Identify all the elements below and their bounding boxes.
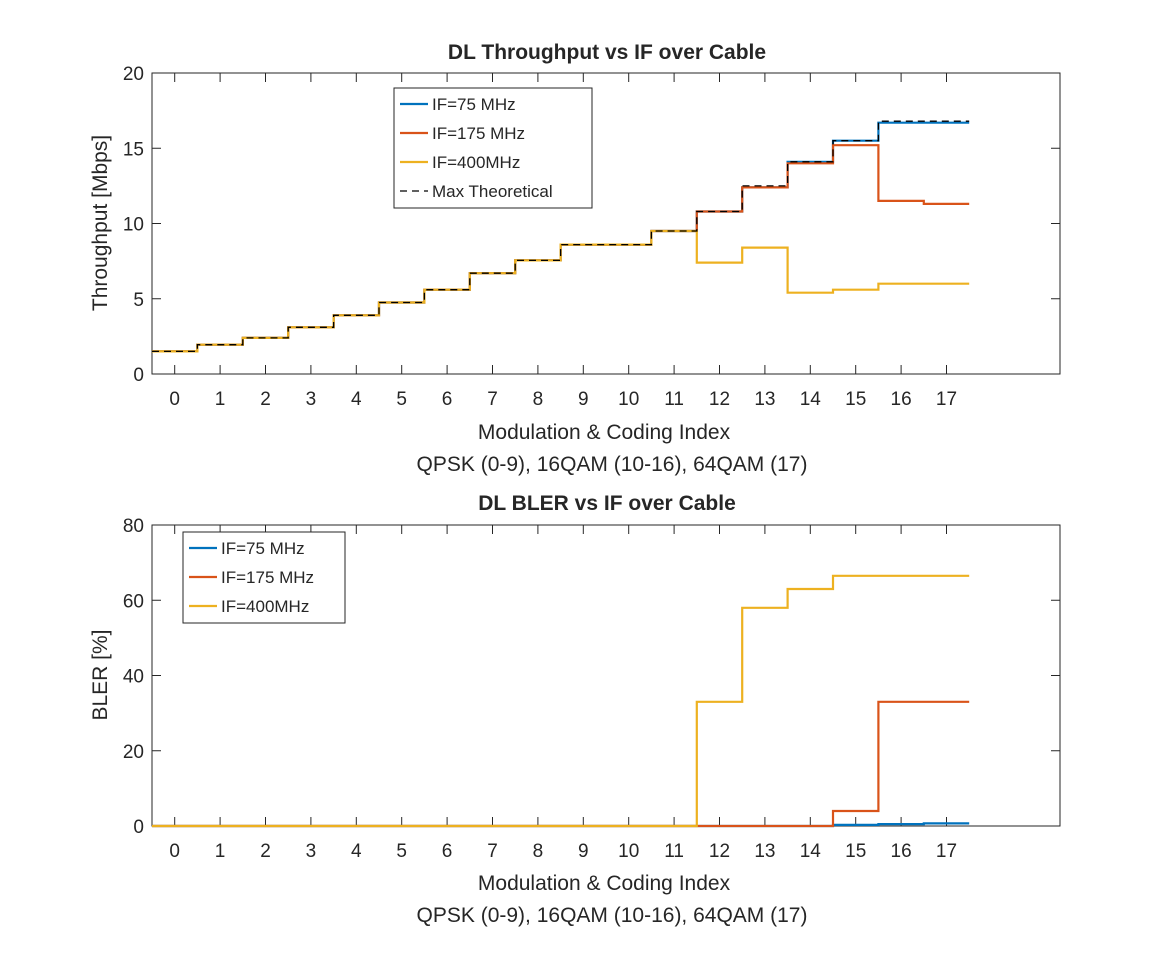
throughput-x-tick-label: 17 bbox=[936, 389, 957, 410]
bler-x-tick-label: 0 bbox=[169, 841, 180, 862]
bler-x-tick-label: 13 bbox=[754, 841, 775, 862]
bler-x-tick-label: 15 bbox=[845, 841, 866, 862]
throughput-x-tick-label: 11 bbox=[664, 389, 684, 410]
throughput-y-tick-label: 10 bbox=[123, 215, 144, 236]
throughput-x-tick-label: 5 bbox=[396, 389, 407, 410]
throughput-x-tick-label: 1 bbox=[215, 389, 226, 410]
throughput-x-tick-label: 2 bbox=[260, 389, 271, 410]
bler-x-tick-label: 4 bbox=[351, 841, 362, 862]
throughput-x-axis-label: Modulation & Coding Index bbox=[478, 421, 731, 444]
bler-legend-label: IF=75 MHz bbox=[221, 539, 305, 558]
bler-plot-area: 0 1 2 3 4 5 6 7 8 9 10 11 12 13 14 15 16 17020406080IF=75… bbox=[123, 516, 1061, 862]
throughput-y-axis-label: Throughput [Mbps] bbox=[89, 135, 112, 311]
bler-chart-title: DL BLER vs IF over Cable bbox=[478, 492, 736, 515]
throughput-x-tick-label: 15 bbox=[845, 389, 866, 410]
bler-x-tick-label: 16 bbox=[891, 841, 912, 862]
throughput-plot-area: 0 1 2 3 4 5 6 7 8 9 10 11 12 13 14 15 16 1705101520IF=75 … bbox=[123, 64, 1061, 410]
throughput-y-tick-label: 0 bbox=[133, 365, 144, 386]
throughput-x-tick-label: 13 bbox=[754, 389, 775, 410]
bler-x-tick-label: 3 bbox=[306, 841, 317, 862]
throughput-x-tick-label: 12 bbox=[709, 389, 730, 410]
bler-series-3 bbox=[152, 574, 970, 828]
bler-x-tick-label: 7 bbox=[487, 841, 498, 862]
bler-y-tick-label: 80 bbox=[123, 516, 144, 537]
throughput-x-tick-label: 3 bbox=[306, 389, 317, 410]
throughput-x-tick-label: 0 bbox=[169, 389, 180, 410]
throughput-chart-title: DL Throughput vs IF over Cable bbox=[448, 41, 766, 64]
throughput-legend-label: IF=400MHz bbox=[432, 153, 520, 172]
throughput-legend: IF=75 MHz IF=175 MHz IF=400MHz Max Theoreti… bbox=[393, 87, 593, 209]
throughput-y-tick-label: 15 bbox=[123, 139, 144, 160]
throughput-x-tick-label: 4 bbox=[351, 389, 362, 410]
throughput-y-tick-label: 20 bbox=[123, 64, 144, 85]
throughput-y-tick-label: 5 bbox=[133, 290, 144, 311]
bler-legend-label: IF=400MHz bbox=[221, 597, 309, 616]
bler-legend: IF=75 MHz IF=175 MHz IF=400MHz bbox=[182, 531, 346, 624]
bler-x-tick-label: 14 bbox=[800, 841, 822, 862]
bler-x-tick-label: 10 bbox=[618, 841, 639, 862]
bler-y-axis-label: BLER [%] bbox=[89, 629, 112, 720]
bler-x-axis-sublabel: QPSK (0-9), 16QAM (10-16), 64QAM (17) bbox=[417, 904, 808, 927]
throughput-x-axis-sublabel: QPSK (0-9), 16QAM (10-16), 64QAM (17) bbox=[417, 453, 808, 476]
throughput-legend-label: IF=175 MHz bbox=[432, 124, 525, 143]
bler-x-tick-label: 2 bbox=[260, 841, 271, 862]
bler-x-tick-label: 9 bbox=[578, 841, 589, 862]
bler-y-tick-label: 60 bbox=[123, 591, 144, 612]
bler-y-tick-label: 40 bbox=[123, 667, 144, 688]
bler-x-tick-label: 17 bbox=[936, 841, 957, 862]
bler-x-tick-label: 8 bbox=[533, 841, 544, 862]
bler-y-tick-label: 0 bbox=[133, 817, 144, 838]
bler-legend-label: IF=175 MHz bbox=[221, 568, 314, 587]
throughput-x-tick-label: 9 bbox=[578, 389, 589, 410]
throughput-legend-label: Max Theoretical bbox=[432, 182, 553, 201]
throughput-x-tick-label: 14 bbox=[800, 389, 822, 410]
bler-x-tick-label: 12 bbox=[709, 841, 730, 862]
throughput-series-3 bbox=[152, 229, 970, 353]
throughput-x-tick-label: 6 bbox=[442, 389, 453, 410]
bler-y-tick-label: 20 bbox=[123, 742, 144, 763]
bler-x-tick-label: 5 bbox=[396, 841, 407, 862]
throughput-x-tick-label: 10 bbox=[618, 389, 639, 410]
bler-x-tick-label: 6 bbox=[442, 841, 453, 862]
throughput-legend-label: IF=75 MHz bbox=[432, 95, 516, 114]
throughput-x-tick-label: 7 bbox=[487, 389, 498, 410]
bler-x-tick-label: 11 bbox=[664, 841, 684, 862]
throughput-x-tick-label: 16 bbox=[891, 389, 912, 410]
bler-chart: DL BLER vs IF over Cable 0 1 2 3 4 5 6 7 8 9 10 11 1… bbox=[89, 492, 1061, 927]
throughput-legend-box bbox=[393, 87, 593, 209]
throughput-x-tick-label: 8 bbox=[533, 389, 544, 410]
bler-x-tick-label: 1 bbox=[215, 841, 226, 862]
bler-x-axis-label: Modulation & Coding Index bbox=[478, 872, 731, 895]
